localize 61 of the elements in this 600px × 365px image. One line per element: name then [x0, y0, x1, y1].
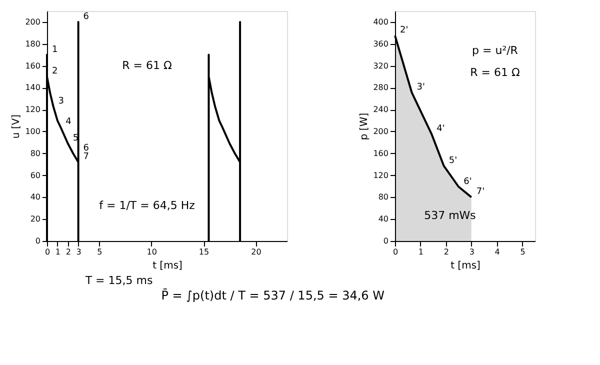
y-tick-label: 80	[378, 192, 388, 202]
y-tick-label: 320	[373, 61, 388, 70]
annotation: 5	[72, 134, 79, 144]
annotation: 7'	[476, 187, 485, 198]
y-axis-title: p [W]	[359, 112, 370, 140]
y-tick-label: 0	[383, 236, 388, 246]
y-tick-label: 20	[30, 214, 40, 224]
text: P̄ = ∫p(t)dt / T = 537 / 15,5 = 34,6 W	[161, 288, 385, 302]
x-tick-label: 2	[66, 248, 71, 256]
y-tick-label: 160	[25, 61, 40, 70]
y-tick-label: 280	[373, 83, 388, 92]
x-axis-title: t [ms]	[152, 260, 183, 272]
annotation: p = u²/R	[472, 44, 518, 57]
y-tick-label: 80	[30, 148, 40, 158]
annotation: 2	[52, 66, 58, 77]
annotation: R = 61 Ω	[470, 66, 520, 79]
y-tick-label: 40	[378, 214, 388, 224]
y-tick-label: 200	[25, 17, 40, 26]
x-tick-label: 10	[146, 248, 157, 256]
x-tick-label: 5	[97, 248, 102, 256]
annotation: 5'	[448, 156, 458, 166]
annotation: 3	[58, 96, 64, 106]
x-tick-label: 3	[76, 248, 82, 256]
x-tick-label: 4	[494, 248, 500, 256]
y-tick-label: 400	[373, 17, 388, 26]
x-axis-title: t [ms]	[450, 260, 481, 272]
annotation: 6'	[464, 176, 472, 187]
y-tick-label: 40	[30, 192, 40, 202]
y-tick-label: 160	[373, 148, 388, 158]
x-tick-label: 1	[418, 248, 424, 256]
y-tick-label: 100	[25, 126, 40, 136]
x-tick-label: 0	[392, 248, 398, 256]
text: T = 15,5 ms	[84, 274, 153, 287]
x-tick-label: 1	[55, 248, 60, 256]
annotation: 7	[83, 152, 90, 162]
x-tick-label: 2	[444, 248, 449, 256]
y-tick-label: 120	[373, 170, 388, 180]
y-tick-label: 140	[25, 83, 40, 92]
annotation: 6	[83, 143, 90, 154]
annotation: 3'	[416, 82, 426, 93]
annotation: 4	[66, 117, 72, 128]
annotation: 4'	[436, 124, 445, 134]
annotation: 537 mWs	[424, 209, 476, 222]
x-tick-label: 5	[520, 248, 526, 256]
y-tick-label: 120	[25, 105, 40, 114]
y-tick-label: 360	[373, 39, 388, 48]
annotation: 1	[52, 44, 58, 55]
y-tick-label: 60	[30, 170, 40, 180]
y-tick-label: 0	[35, 236, 40, 246]
annotation: f = 1/T = 64,5 Hz	[99, 199, 196, 212]
x-tick-label: 0	[44, 248, 50, 256]
y-tick-label: 180	[25, 39, 40, 48]
annotation: 2'	[400, 26, 408, 36]
annotation: R = 61 Ω	[122, 59, 172, 72]
y-axis-title: u [V]	[11, 114, 22, 139]
y-tick-label: 200	[373, 126, 388, 136]
annotation: 6	[83, 12, 90, 22]
x-tick-label: 20	[251, 248, 262, 256]
y-tick-label: 240	[373, 105, 388, 114]
x-tick-label: 15	[198, 248, 210, 256]
x-tick-label: 3	[469, 248, 474, 256]
